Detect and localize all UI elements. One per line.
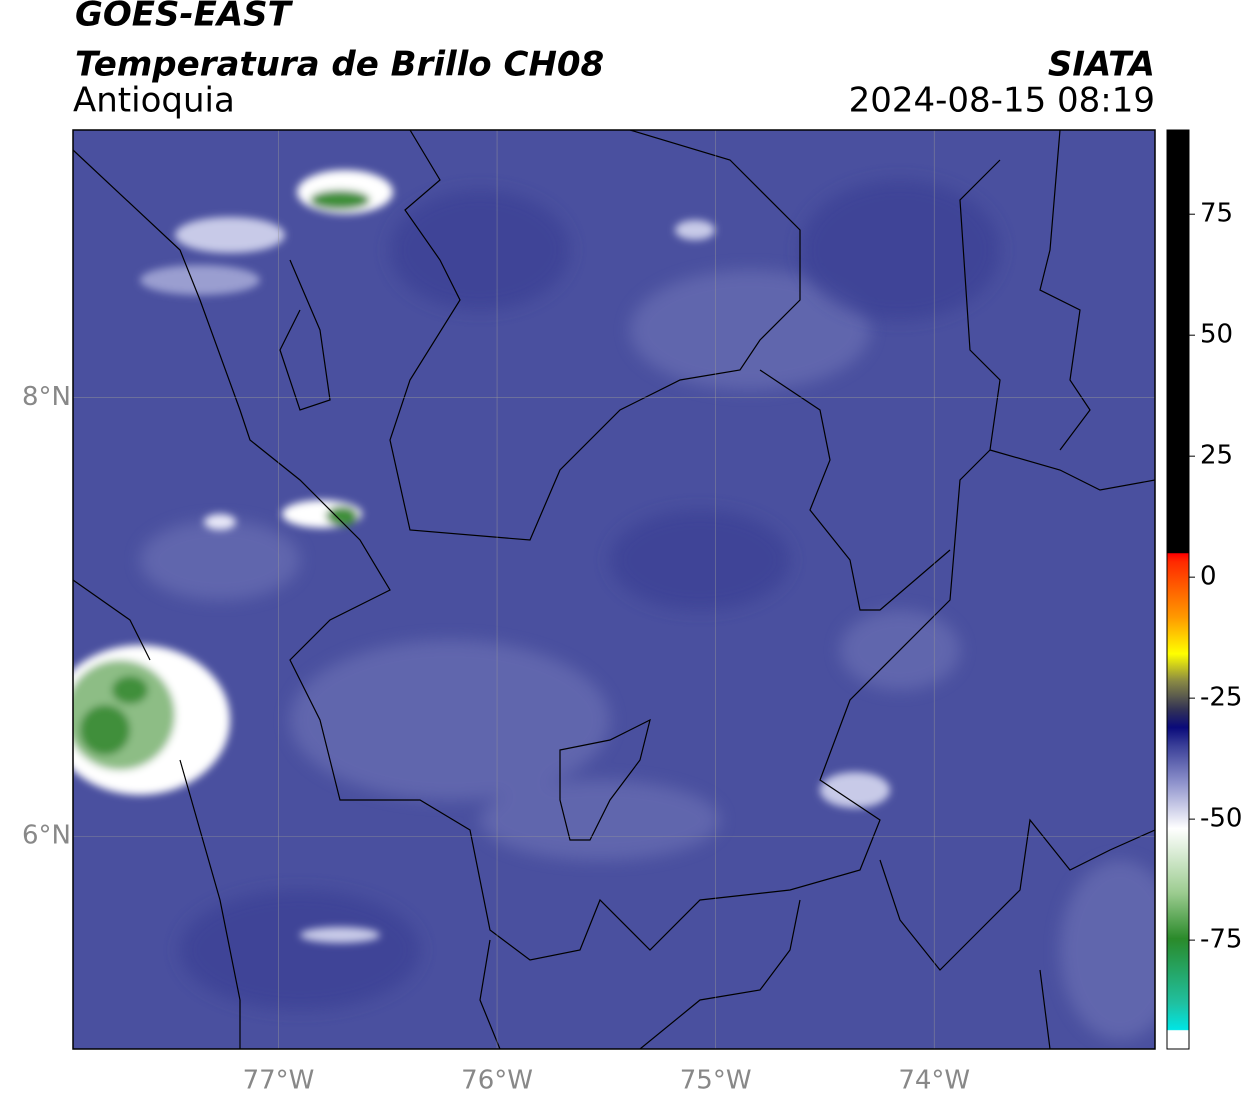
gridlines [73, 130, 1155, 1049]
region-label: Antioquia [73, 81, 235, 121]
y-tick-label: 6°N [22, 821, 71, 851]
map-field [73, 130, 1155, 1049]
colorbar-tick-label: 75 [1200, 199, 1233, 229]
source-label: SIATA [1048, 45, 1155, 85]
satellite-title: GOES-EAST [75, 0, 294, 35]
colorbar-tick-label: -75 [1200, 925, 1242, 955]
colorbar [1166, 129, 1190, 1050]
datetime-label: 2024-08-15 08:19 [849, 81, 1155, 121]
colorbar-tick-label: 0 [1200, 562, 1217, 592]
x-tick-label: 77°W [243, 1066, 315, 1096]
colorbar-tick-label: 50 [1200, 320, 1233, 350]
x-tick-label: 74°W [898, 1066, 970, 1096]
colorbar-tick-label: -50 [1200, 804, 1242, 834]
x-tick-label: 76°W [461, 1066, 533, 1096]
product-title: Temperatura de Brillo CH08 [75, 45, 604, 85]
y-tick-label: 8°N [22, 382, 71, 412]
borders [73, 130, 1155, 1049]
colorbar-tick-label: 25 [1200, 441, 1233, 471]
colorbar-tick-label: -25 [1200, 683, 1242, 713]
map-frame [72, 129, 1156, 1050]
x-tick-label: 75°W [680, 1066, 752, 1096]
